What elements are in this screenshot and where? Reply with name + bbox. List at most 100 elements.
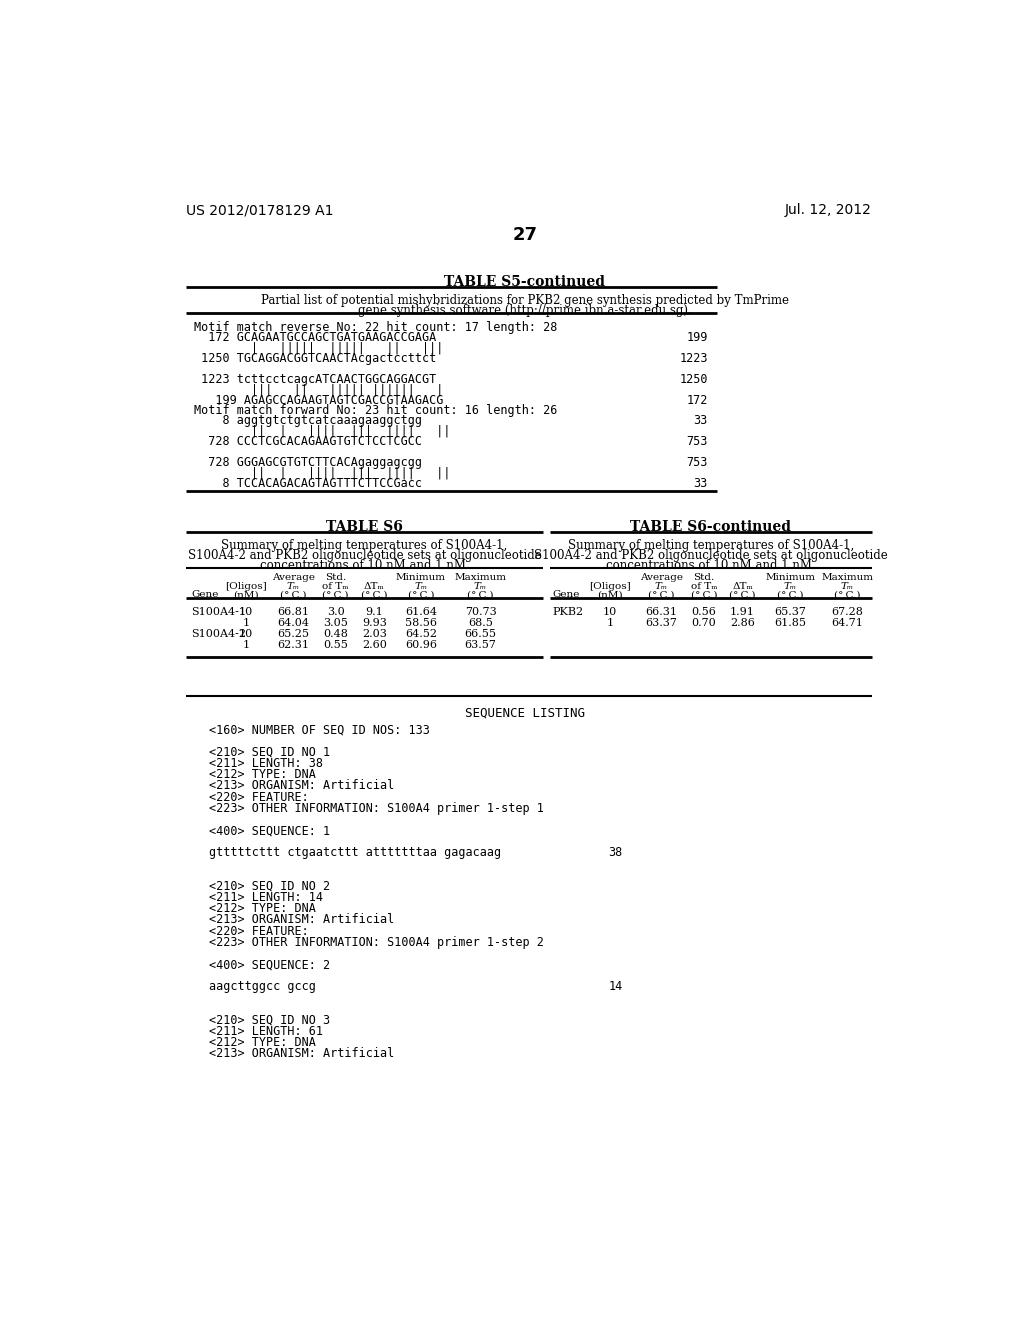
Text: 753: 753 [686,455,708,469]
Text: 2.86: 2.86 [730,618,755,628]
Text: Average: Average [271,573,314,582]
Text: Gene: Gene [552,590,580,599]
Text: Tₘ: Tₘ [287,582,300,591]
Text: 0.48: 0.48 [324,628,348,639]
Text: 27: 27 [512,226,538,244]
Text: 728 GGGAGCGTGTCTTCACAgaggagcgg: 728 GGGAGCGTGTCTTCACAgaggagcgg [194,455,422,469]
Text: 1: 1 [243,640,250,649]
Text: US 2012/0178129 A1: US 2012/0178129 A1 [186,203,334,216]
Text: Jul. 12, 2012: Jul. 12, 2012 [785,203,872,216]
Text: TABLE S6: TABLE S6 [326,520,402,535]
Text: Tₘ: Tₘ [474,582,487,591]
Text: 0.70: 0.70 [691,618,716,628]
Text: 199 AGAGCCAGAAGTAGTCGACCGTAAGACG: 199 AGAGCCAGAAGTAGTCGACCGTAAGACG [194,393,443,407]
Text: 172: 172 [686,393,708,407]
Text: (° C.): (° C.) [690,590,717,599]
Text: 2.03: 2.03 [362,628,387,639]
Text: [Oligos]: [Oligos] [589,582,631,591]
Text: 1223: 1223 [679,352,708,366]
Text: <160> NUMBER OF SEQ ID NOS: 133: <160> NUMBER OF SEQ ID NOS: 133 [209,723,430,737]
Text: <400> SEQUENCE: 1: <400> SEQUENCE: 1 [209,824,331,837]
Text: 0.56: 0.56 [691,607,716,616]
Text: 9.1: 9.1 [366,607,383,616]
Text: 1250 TGCAGGACGGTCAACTAcgactccttct: 1250 TGCAGGACGGTCAACTAcgactccttct [194,352,436,366]
Text: (° C.): (° C.) [777,590,804,599]
Text: 1223 tcttcctcagcATCAACTGGCAGGACGT: 1223 tcttcctcagcATCAACTGGCAGGACGT [194,372,436,385]
Text: Tₘ: Tₘ [415,582,428,591]
Text: Partial list of potential mishybridizations for PKB2 gene synthesis predicted by: Partial list of potential mishybridizati… [261,294,788,308]
Text: (° C.): (° C.) [408,590,434,599]
Text: 728 CCCTCGCACAGAAGTGTCTCCTCGCC: 728 CCCTCGCACAGAAGTGTCTCCTCGCC [194,436,422,449]
Text: Average: Average [640,573,683,582]
Text: <212> TYPE: DNA: <212> TYPE: DNA [209,768,316,781]
Text: concentrations of 10 nM and 1 nM.: concentrations of 10 nM and 1 nM. [259,558,469,572]
Text: |   |||||  |||||   ||   |||: | ||||| ||||| || ||| [194,342,443,355]
Text: <223> OTHER INFORMATION: S100A4 primer 1-step 1: <223> OTHER INFORMATION: S100A4 primer 1… [209,801,544,814]
Text: 66.31: 66.31 [645,607,677,616]
Text: 753: 753 [686,436,708,449]
Text: Tₘ: Tₘ [654,582,668,591]
Text: (° C.): (° C.) [834,590,860,599]
Text: <220> FEATURE:: <220> FEATURE: [209,791,309,804]
Text: Motif match reverse No: 22 hit count: 17 length: 28: Motif match reverse No: 22 hit count: 17… [194,321,557,334]
Text: <212> TYPE: DNA: <212> TYPE: DNA [209,903,316,915]
Text: S100A4-1: S100A4-1 [191,607,247,616]
Text: 63.37: 63.37 [645,618,677,628]
Text: [Oligos]: [Oligos] [225,582,266,591]
Text: 66.55: 66.55 [465,628,497,639]
Text: 67.28: 67.28 [831,607,863,616]
Text: <212> TYPE: DNA: <212> TYPE: DNA [209,1036,316,1049]
Text: 70.73: 70.73 [465,607,497,616]
Text: 1.91: 1.91 [730,607,755,616]
Text: <213> ORGANISM: Artificial: <213> ORGANISM: Artificial [209,1047,394,1060]
Text: ||  |   ||||  |||  ||||   ||: || | |||| ||| |||| || [194,466,451,479]
Text: Tₘ: Tₘ [841,582,854,591]
Text: <211> LENGTH: 38: <211> LENGTH: 38 [209,758,324,770]
Text: 172 GCAGAATGCCAGCTGATGAAGACCGAGA: 172 GCAGAATGCCAGCTGATGAAGACCGAGA [194,331,436,345]
Text: Minimum: Minimum [766,573,816,582]
Text: <210> SEQ ID NO 3: <210> SEQ ID NO 3 [209,1014,331,1027]
Text: ΔTₘ: ΔTₘ [732,582,753,591]
Text: 65.25: 65.25 [278,628,309,639]
Text: 1: 1 [606,618,613,628]
Text: S100A4-2 and PKB2 oligonucleotide sets at oligonucleotide: S100A4-2 and PKB2 oligonucleotide sets a… [534,549,888,562]
Text: Tₘ: Tₘ [784,582,798,591]
Text: 1: 1 [243,618,250,628]
Text: <213> ORGANISM: Artificial: <213> ORGANISM: Artificial [209,913,394,927]
Text: ΔTₘ: ΔTₘ [365,582,385,591]
Text: Gene: Gene [191,590,219,599]
Text: <210> SEQ ID NO 2: <210> SEQ ID NO 2 [209,880,331,892]
Text: 3.0: 3.0 [327,607,344,616]
Text: (nM): (nM) [233,590,259,599]
Text: 66.81: 66.81 [278,607,309,616]
Text: gtttttcttt ctgaatcttt atttttttaa gagacaag: gtttttcttt ctgaatcttt atttttttaa gagacaa… [209,846,502,859]
Text: Summary of melting temperatures of S100A4-1,: Summary of melting temperatures of S100A… [567,539,854,552]
Text: <210> SEQ ID NO 1: <210> SEQ ID NO 1 [209,746,331,759]
Text: 8 TCCACAGACAGTAGTTTCTTCCGacc: 8 TCCACAGACAGTAGTTTCTTCCGacc [194,477,422,490]
Text: Std.: Std. [693,573,715,582]
Text: ||  |   ||||  |||  ||||   ||: || | |||| ||| |||| || [194,425,451,438]
Text: Summary of melting temperatures of S100A4-1,: Summary of melting temperatures of S100A… [221,539,508,552]
Text: 199: 199 [686,331,708,345]
Text: 64.52: 64.52 [404,628,437,639]
Text: 14: 14 [608,981,623,994]
Text: 2.60: 2.60 [362,640,387,649]
Text: gene synthesis software (http://prime.ibn.a-star.edu.sg).: gene synthesis software (http://prime.ib… [358,304,691,317]
Text: (° C.): (° C.) [467,590,494,599]
Text: (° C.): (° C.) [323,590,349,599]
Text: 8 aggtgtctgtcatcaaagaaggctgg: 8 aggtgtctgtcatcaaagaaggctgg [194,414,422,428]
Text: Maximum: Maximum [821,573,873,582]
Text: concentrations of 10 nM and 1 nM.: concentrations of 10 nM and 1 nM. [606,558,816,572]
Text: 10: 10 [239,628,253,639]
Text: 38: 38 [608,846,623,859]
Text: 65.37: 65.37 [775,607,807,616]
Text: (° C.): (° C.) [280,590,306,599]
Text: Maximum: Maximum [455,573,507,582]
Text: 68.5: 68.5 [468,618,494,628]
Text: (° C.): (° C.) [361,590,388,599]
Text: <220> FEATURE:: <220> FEATURE: [209,924,309,937]
Text: S100A4-2 and PKB2 oligonucleotide sets at oligonucleotide: S100A4-2 and PKB2 oligonucleotide sets a… [187,549,542,562]
Text: SEQUENCE LISTING: SEQUENCE LISTING [465,706,585,719]
Text: PKB2: PKB2 [552,607,583,616]
Text: (° C.): (° C.) [729,590,756,599]
